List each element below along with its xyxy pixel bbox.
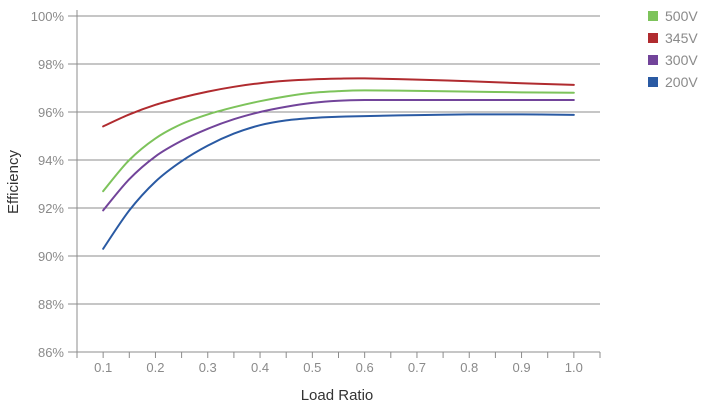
legend-label: 345V — [665, 30, 698, 46]
y-tick-label: 98% — [38, 57, 64, 72]
legend-swatch — [648, 11, 658, 21]
y-tick-label: 90% — [38, 249, 64, 264]
y-tick-label: 88% — [38, 297, 64, 312]
y-tick-label: 94% — [38, 153, 64, 168]
legend-swatch — [648, 77, 658, 87]
y-axis-label: Efficiency — [5, 150, 22, 214]
y-tick-label: 100% — [31, 9, 65, 24]
legend-swatch — [648, 55, 658, 65]
axes — [76, 10, 600, 358]
y-tick-label: 86% — [38, 345, 64, 360]
series-line-300V — [102, 98, 575, 212]
x-axis-ticks: 0.1 0.2 0.3 0.4 0.5 0.6 0.7 0.8 0.9 1.0 — [76, 352, 601, 375]
x-tick-label: 0.3 — [199, 360, 217, 375]
legend-swatch — [648, 33, 658, 43]
series-line-200V — [102, 113, 575, 250]
y-tick-label: 92% — [38, 201, 64, 216]
x-tick-label: 0.4 — [251, 360, 269, 375]
x-tick-label: 0.2 — [146, 360, 164, 375]
legend-label: 300V — [665, 52, 698, 68]
series-line-345V — [102, 77, 575, 128]
y-tick-label: 96% — [38, 105, 64, 120]
x-tick-label: 0.7 — [408, 360, 426, 375]
x-tick-label: 0.5 — [303, 360, 321, 375]
x-tick-label: 0.6 — [356, 360, 374, 375]
x-tick-label: 0.9 — [513, 360, 531, 375]
x-tick-label: 1.0 — [565, 360, 583, 375]
x-tick-label: 0.1 — [94, 360, 112, 375]
legend: 500V 345V 300V 200V — [648, 8, 698, 90]
series-lines — [102, 77, 575, 250]
x-axis-label: Load Ratio — [301, 387, 374, 404]
legend-label: 500V — [665, 8, 698, 24]
legend-label: 200V — [665, 74, 698, 90]
x-tick-label: 0.8 — [460, 360, 478, 375]
gridlines — [68, 15, 600, 353]
series-line-500V — [102, 89, 575, 193]
y-axis-ticks: 86% 88% 90% 92% 94% 96% 98% 100% — [31, 9, 65, 360]
